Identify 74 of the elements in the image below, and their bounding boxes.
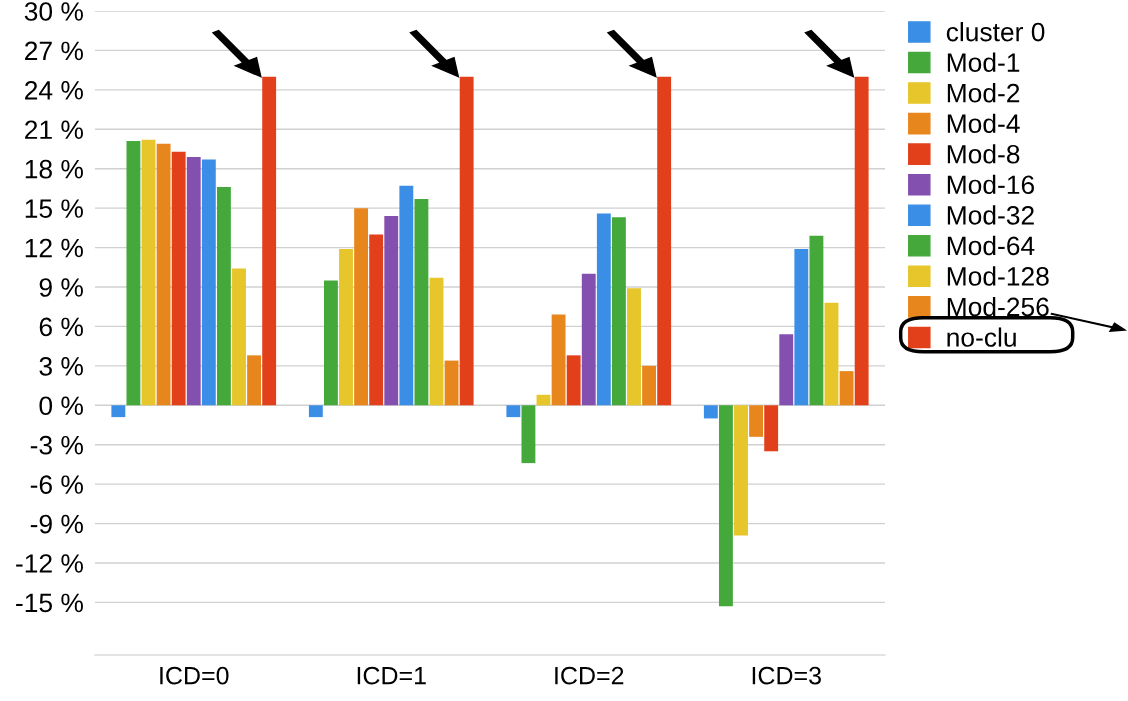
bar <box>839 371 854 406</box>
y-tick-label: 18 % <box>25 159 83 179</box>
bar <box>824 302 839 406</box>
bar <box>399 185 414 406</box>
bar <box>551 314 566 406</box>
bar <box>642 365 657 406</box>
legend-label: Mod-1 <box>947 52 1020 72</box>
bar <box>354 208 369 406</box>
y-tick-label: 24 % <box>25 80 83 100</box>
legend-label: Mod-64 <box>947 235 1035 256</box>
y-tick-label: 6 % <box>39 317 83 337</box>
bar <box>232 268 246 406</box>
bar <box>141 139 156 406</box>
bar <box>201 159 216 406</box>
bar <box>581 273 596 406</box>
y-tick-label: -3 % <box>30 435 83 455</box>
y-tick-label: 27 % <box>25 41 83 61</box>
y-tick-label: 30 % <box>24 2 83 21</box>
bar <box>339 248 353 406</box>
bar <box>779 334 794 406</box>
bar <box>414 198 429 406</box>
y-tick-label: -6 % <box>30 475 83 494</box>
bar <box>444 360 459 406</box>
bar <box>521 405 536 464</box>
bar <box>809 235 824 406</box>
x-tick-label: ICD=3 <box>752 666 821 685</box>
bar <box>308 405 323 418</box>
y-tick-label: 9 % <box>39 278 83 297</box>
legend-label: Mod-128 <box>947 266 1049 286</box>
y-tick-label: 0 % <box>39 396 83 416</box>
legend-label: Mod-16 <box>947 174 1035 195</box>
bar <box>703 405 718 419</box>
bar <box>657 76 672 406</box>
bar <box>369 234 384 406</box>
bar <box>459 76 474 406</box>
bar <box>611 217 626 406</box>
legend-label: no-clu <box>947 327 1016 347</box>
bar <box>156 143 171 406</box>
y-tick-label: 15 % <box>25 199 83 218</box>
bar <box>171 151 186 406</box>
y-tick-label: 12 % <box>25 238 83 258</box>
bar <box>596 213 611 406</box>
y-tick-label: -12 % <box>16 554 83 573</box>
y-tick-label: -15 % <box>16 593 83 613</box>
bar <box>764 405 779 452</box>
bar <box>247 355 262 406</box>
legend-label: Mod-8 <box>947 144 1020 164</box>
x-tick-label: ICD=2 <box>555 666 624 685</box>
bar <box>718 405 733 607</box>
bar <box>111 405 126 418</box>
bar <box>384 216 399 406</box>
legend-label: Mod-2 <box>947 83 1020 103</box>
bar <box>566 355 581 406</box>
y-tick-label: 21 % <box>25 120 83 139</box>
legend-label: Mod-256 <box>947 296 1049 317</box>
bar <box>506 405 521 418</box>
bar <box>216 187 231 406</box>
bar <box>854 76 869 406</box>
bar <box>627 288 641 406</box>
bar <box>429 277 444 406</box>
y-tick-label: 3 % <box>39 356 83 376</box>
x-tick-label: ICD=0 <box>160 666 229 685</box>
legend-label: Mod-4 <box>947 113 1020 134</box>
bar <box>126 141 141 406</box>
bar <box>323 280 338 406</box>
bar <box>749 405 764 437</box>
legend-label: cluster 0 <box>946 22 1045 42</box>
bar <box>262 76 277 406</box>
bar <box>186 156 201 406</box>
bar <box>734 405 748 536</box>
x-tick-label: ICD=1 <box>357 666 426 685</box>
legend-label: Mod-32 <box>947 205 1034 225</box>
bar <box>794 248 809 406</box>
y-tick-label: -9 % <box>30 514 83 534</box>
